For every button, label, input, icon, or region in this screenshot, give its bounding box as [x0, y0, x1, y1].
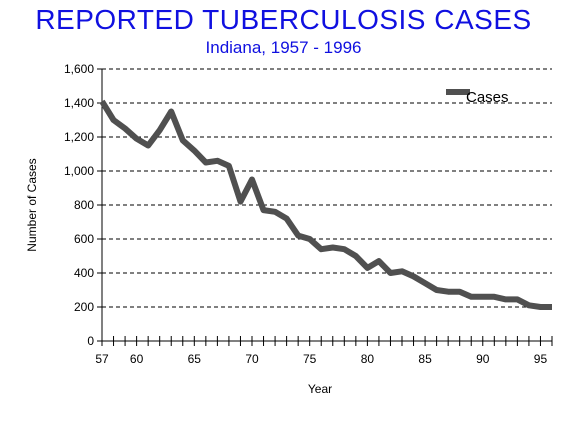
data-point	[423, 281, 427, 285]
data-point	[400, 269, 404, 273]
x-tick-label: 70	[245, 352, 259, 366]
data-point	[273, 210, 277, 214]
x-tick-label: 95	[534, 352, 548, 366]
data-point	[146, 144, 150, 148]
y-tick-label: 600	[74, 232, 94, 246]
y-tick-label: 400	[74, 266, 94, 280]
y-tick-label: 0	[87, 334, 94, 348]
x-tick-label: 85	[418, 352, 432, 366]
x-tick-label: 75	[303, 352, 317, 366]
y-tick-label: 1,200	[64, 130, 94, 144]
data-point	[181, 138, 185, 142]
data-point	[262, 208, 266, 212]
y-tick-label: 800	[74, 198, 94, 212]
axes: 0 200 400 600 800 1,000 1,200 1,400 1,600 57 60 65 7…	[64, 62, 553, 366]
data-point	[550, 305, 554, 309]
data-point	[515, 297, 519, 301]
data-point	[469, 295, 473, 299]
data-point	[342, 247, 346, 251]
data-point	[123, 127, 127, 131]
data-point	[527, 303, 531, 307]
data-point	[331, 246, 335, 250]
data-point	[285, 217, 289, 221]
y-tick-label: 200	[74, 300, 94, 314]
data-point	[435, 288, 439, 292]
data-point	[239, 200, 243, 204]
chart-title: REPORTED TUBERCULOSIS CASES	[35, 4, 532, 35]
data-point	[112, 118, 116, 122]
grid-lines	[102, 68, 552, 308]
x-tick-label: 90	[476, 352, 490, 366]
data-point	[100, 99, 104, 103]
data-point	[539, 305, 543, 309]
data-point	[504, 297, 508, 301]
data-point	[319, 247, 323, 251]
data-point	[158, 128, 162, 132]
x-tick-label: 57	[95, 352, 109, 366]
data-point	[481, 295, 485, 299]
data-point	[458, 290, 462, 294]
data-point	[135, 137, 139, 141]
y-tick-label: 1,000	[64, 164, 94, 178]
series-line-cases	[99, 99, 552, 310]
data-point	[215, 159, 219, 163]
data-point	[308, 237, 312, 241]
x-tick-label: 80	[361, 352, 375, 366]
data-point	[446, 290, 450, 294]
legend-label: Cases	[466, 89, 509, 106]
data-point	[192, 149, 196, 153]
data-point	[377, 259, 381, 263]
data-point	[492, 295, 496, 299]
y-tick-label: 1,600	[64, 62, 94, 76]
data-point	[296, 234, 300, 238]
x-tick-label: 60	[130, 352, 144, 366]
data-point	[204, 161, 208, 165]
data-point	[389, 271, 393, 275]
chart-subtitle: Indiana, 1957 - 1996	[205, 38, 362, 57]
data-point	[365, 266, 369, 270]
x-tick-label: 65	[188, 352, 202, 366]
data-point	[354, 254, 358, 258]
series-layer	[99, 99, 554, 310]
data-point	[227, 164, 231, 168]
legend: Cases	[446, 89, 509, 106]
y-tick-label: 1,400	[64, 96, 94, 110]
data-point	[412, 274, 416, 278]
x-axis-label: Year	[307, 382, 333, 396]
data-point	[250, 178, 254, 182]
data-point	[169, 110, 173, 114]
